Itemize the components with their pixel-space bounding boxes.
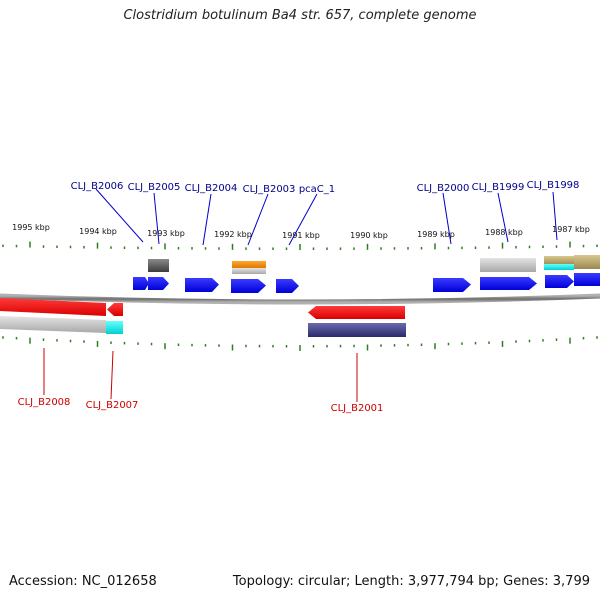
leader-line bbox=[552, 191, 558, 241]
feature-gene-b2008 bbox=[0, 316, 106, 333]
feature-gene-b1998-cyan bbox=[544, 264, 574, 270]
leader-line bbox=[442, 192, 452, 245]
cds-forward bbox=[276, 279, 299, 293]
gene-label-clj-b2001: CLJ_B2001 bbox=[331, 403, 384, 414]
leader-line bbox=[153, 192, 160, 245]
genome-summary: Topology: circular; Length: 3,977,794 bp… bbox=[232, 574, 590, 589]
gene-label-clj-b2004: CLJ_B2004 bbox=[185, 183, 238, 194]
gene-label-clj-b2000: CLJ_B2000 bbox=[417, 183, 470, 194]
leader-line bbox=[288, 193, 318, 246]
kbp-label: 1989 kbp bbox=[417, 230, 455, 239]
kbp-label: 1988 kbp bbox=[485, 228, 523, 237]
feature-gene-b2007 bbox=[106, 321, 123, 334]
cds-reverse bbox=[107, 303, 123, 316]
leader-line bbox=[95, 188, 144, 243]
kbp-label: 1991 kbp bbox=[282, 231, 320, 240]
accession-label: Accession: NC_012658 bbox=[9, 574, 157, 589]
kbp-label: 1994 kbp bbox=[79, 227, 117, 236]
feature-gene-b2005 bbox=[148, 259, 169, 272]
gene-label-clj-b2006: CLJ_B2006 bbox=[71, 181, 124, 192]
kbp-label: 1987 kbp bbox=[552, 225, 590, 234]
feature-gene-b2003-top bbox=[232, 261, 266, 268]
gene-label-clj-b1999: CLJ_B1999 bbox=[472, 182, 525, 193]
cds-forward bbox=[148, 277, 169, 290]
feature-gene-b1998-olive bbox=[544, 256, 574, 265]
leader-line bbox=[247, 193, 269, 246]
cds-forward bbox=[433, 278, 471, 292]
cds-forward bbox=[480, 277, 537, 290]
cds-reverse bbox=[308, 306, 405, 319]
gene-label-clj-b2003: CLJ_B2003 bbox=[243, 184, 296, 195]
cds-forward bbox=[231, 279, 266, 293]
map-title: Clostridium botulinum Ba4 str. 657, comp… bbox=[123, 8, 477, 23]
kbp-label: 1990 kbp bbox=[350, 231, 388, 240]
leader-line bbox=[110, 350, 114, 400]
leader-line bbox=[497, 192, 509, 243]
gene-label-pcac-1: pcaC_1 bbox=[299, 184, 335, 195]
feature-gene-right-olive bbox=[574, 255, 600, 269]
cds-forward bbox=[574, 273, 600, 286]
feature-gene-b2001 bbox=[308, 323, 406, 337]
kbp-label: 1995 kbp bbox=[12, 223, 50, 232]
feature-gene-b1999 bbox=[480, 258, 536, 272]
kbp-label: 1992 kbp bbox=[214, 230, 252, 239]
scale-ticks-bottom bbox=[2, 336, 598, 351]
gene-label-clj-b2008: CLJ_B2008 bbox=[18, 397, 71, 408]
gene-label-clj-b1998: CLJ_B1998 bbox=[527, 180, 580, 191]
genome-backbone bbox=[0, 293, 600, 305]
cds-forward bbox=[133, 277, 149, 290]
kbp-label: 1993 kbp bbox=[147, 229, 185, 238]
gene-label-clj-b2007: CLJ_B2007 bbox=[86, 400, 139, 411]
scale-ticks-top bbox=[2, 241, 598, 250]
feature-gene-b2003-bottom bbox=[232, 268, 266, 274]
cds-forward bbox=[545, 275, 574, 288]
gene-label-clj-b2005: CLJ_B2005 bbox=[128, 182, 181, 193]
leader-line bbox=[202, 193, 212, 246]
cds-forward bbox=[185, 278, 219, 292]
cds-reverse bbox=[0, 298, 106, 316]
